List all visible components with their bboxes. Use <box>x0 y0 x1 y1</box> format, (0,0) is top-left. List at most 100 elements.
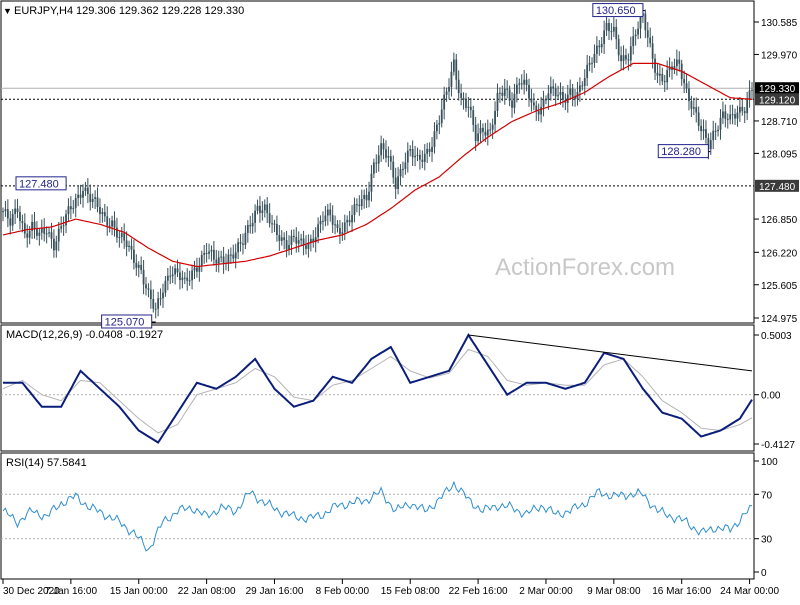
price-level-tag <box>755 82 799 95</box>
candle-body <box>734 114 736 119</box>
macd-line <box>3 333 753 444</box>
candle-body <box>123 233 126 241</box>
price-tick-label: 125.605 <box>761 281 798 292</box>
candle-body <box>23 223 26 234</box>
candle-body <box>234 252 237 259</box>
candle-body <box>198 266 201 272</box>
candle-body <box>445 91 448 95</box>
candle-body <box>370 173 373 192</box>
time-tick-label: 8 Feb 00:00 <box>316 586 370 597</box>
candle-body <box>603 30 606 44</box>
candle-body <box>118 236 121 238</box>
price-panel-title: EURJPY,H4 <box>14 5 73 17</box>
candle-body <box>193 267 196 271</box>
price-tick-label: 126.850 <box>761 215 798 226</box>
candle-body <box>276 224 278 236</box>
candle-body <box>600 43 603 48</box>
candle-body <box>484 131 487 136</box>
candle-body <box>738 106 741 113</box>
candle-body <box>639 16 642 29</box>
price-level-tag <box>755 93 799 106</box>
candle-body <box>586 64 589 78</box>
candle-body <box>200 254 203 267</box>
candle-body <box>86 187 89 194</box>
rsi-tick-label: 70 <box>761 490 773 501</box>
candle-body <box>147 288 150 290</box>
candle-body <box>196 267 198 272</box>
candle-body <box>215 259 218 264</box>
candle-body <box>263 204 266 211</box>
candle-body <box>506 88 509 90</box>
ohlc-header: 129.306 129.362 129.228 129.330 <box>76 5 244 17</box>
candle-body <box>397 176 400 190</box>
candle-body <box>220 256 223 258</box>
price-tick-label: 129.970 <box>761 50 798 61</box>
price-label-box <box>15 176 67 191</box>
candle-body <box>21 221 24 224</box>
candle-body <box>176 268 179 273</box>
candle-body <box>695 107 698 113</box>
macd-tick-label: -0.4127 <box>761 440 795 451</box>
candle-body <box>588 62 591 65</box>
candle-body <box>382 143 385 150</box>
candle-body <box>256 205 259 211</box>
candle-body <box>283 237 286 241</box>
candle-body <box>688 88 690 102</box>
candle-body <box>741 106 744 112</box>
candle-body <box>712 130 715 141</box>
candle-body <box>82 190 84 198</box>
candle-body <box>578 85 581 92</box>
candle-body <box>188 280 191 282</box>
candle-body <box>322 220 324 222</box>
candle-body <box>152 299 155 309</box>
candle-body <box>440 109 443 124</box>
candle-body <box>700 125 702 132</box>
candle-body <box>678 59 681 64</box>
candle-body <box>486 129 489 136</box>
price-tick-label: 126.220 <box>761 248 798 259</box>
candle-body <box>574 96 576 99</box>
moving-average <box>2 62 753 268</box>
candle-body <box>545 99 547 101</box>
candle-body <box>145 284 147 289</box>
time-tick-label: 22 Jan 08:00 <box>178 586 236 597</box>
candle-body <box>363 194 366 200</box>
candle-body <box>666 70 669 83</box>
candle-body <box>690 101 693 109</box>
candle-body <box>205 252 208 254</box>
candle-body <box>610 31 613 33</box>
candle-body <box>135 262 138 268</box>
candle-body <box>186 277 189 281</box>
symbol-dropdown-icon[interactable]: ▼ <box>3 6 12 16</box>
candle-body <box>128 245 130 247</box>
candle-body <box>714 130 717 132</box>
candle-body <box>414 155 416 158</box>
candle-body <box>212 249 215 260</box>
candle-body <box>462 97 465 100</box>
candle-body <box>60 226 63 229</box>
candle-body <box>625 55 627 60</box>
candle-body <box>179 272 181 281</box>
candle-body <box>111 220 113 227</box>
candle-body <box>717 129 719 132</box>
candle-body <box>246 224 249 233</box>
candle-body <box>157 298 160 309</box>
rsi-panel-frame <box>0 452 755 580</box>
candle-body <box>244 232 247 245</box>
candle-body <box>675 59 678 67</box>
candle-body <box>724 111 727 119</box>
macd-trendline <box>468 334 753 372</box>
candle-body <box>549 86 552 94</box>
candle-body <box>649 37 652 44</box>
candle-body <box>409 148 412 151</box>
candle-body <box>36 229 38 236</box>
candle-body <box>43 228 46 234</box>
candle-body <box>300 238 303 241</box>
candle-body <box>411 148 414 158</box>
candle-body <box>162 292 164 299</box>
candle-body <box>503 88 506 96</box>
candle-body <box>547 93 550 100</box>
